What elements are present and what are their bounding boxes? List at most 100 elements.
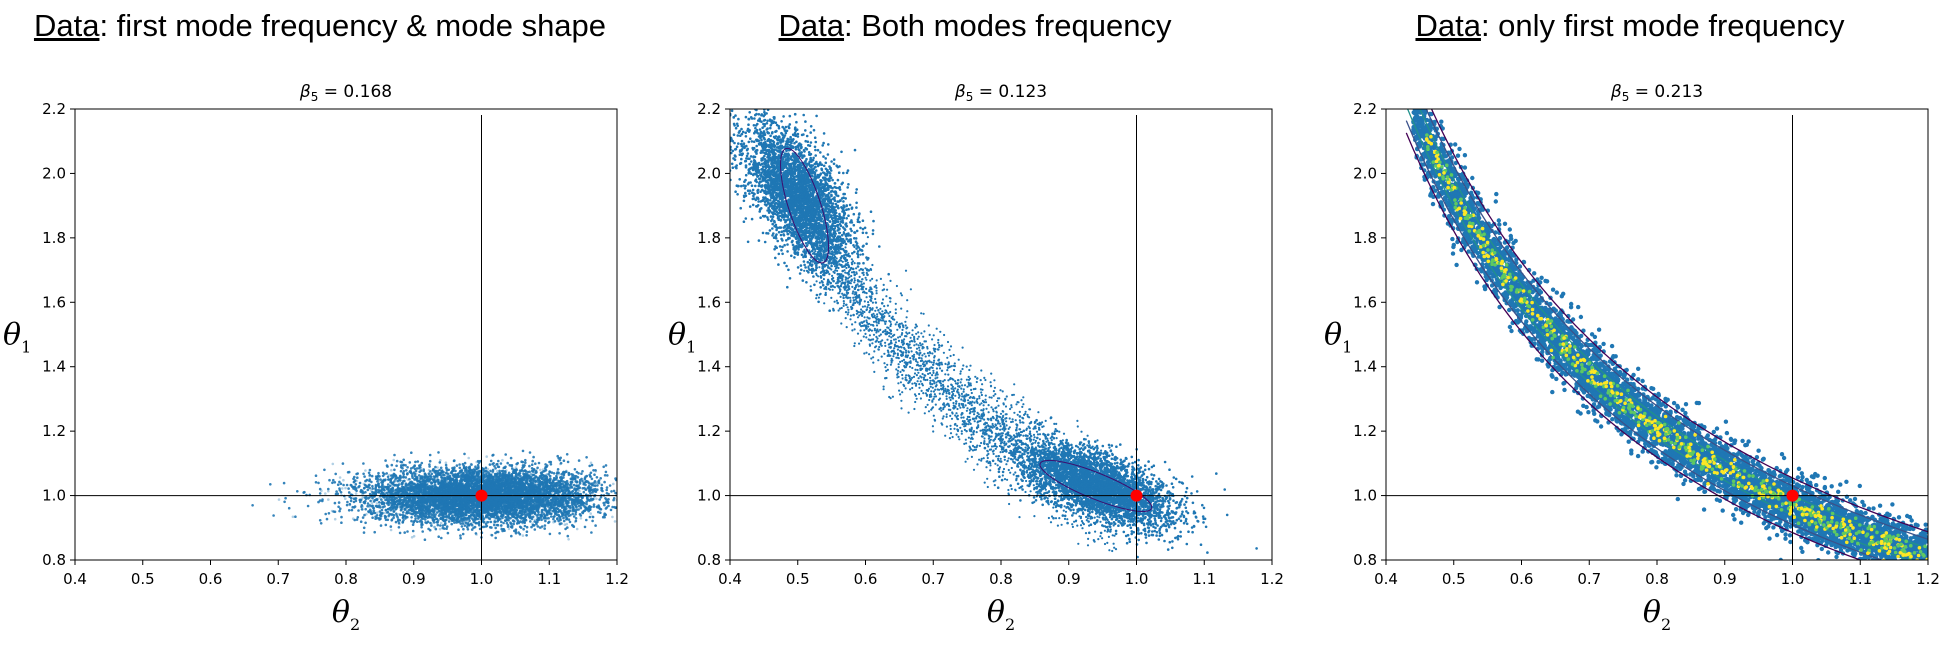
sample-point: [583, 525, 587, 529]
sample-point: [406, 530, 409, 533]
sample-point: [562, 473, 566, 477]
sample-point: [558, 458, 562, 462]
sample-point: [592, 503, 596, 506]
sample-point: [417, 517, 420, 520]
sample-point: [450, 522, 454, 526]
sample-point: [593, 473, 596, 477]
sample-point: [429, 515, 432, 519]
sample-point: [487, 517, 491, 520]
heading-text: : Both modes frequency: [844, 8, 1171, 43]
sample-point: [549, 515, 553, 518]
sample-point: [491, 471, 494, 475]
sample-point: [408, 461, 412, 464]
heading-text: : only first mode frequency: [1481, 8, 1845, 43]
sample-point: [600, 483, 604, 487]
sample-point: [437, 451, 440, 454]
sample-point: [524, 515, 527, 518]
sample-point: [568, 483, 572, 487]
sample-point: [412, 534, 416, 538]
sample-point: [414, 469, 418, 473]
sample-point: [643, 485, 646, 488]
sample-point: [455, 464, 459, 467]
sample-point: [387, 473, 391, 477]
sample-point: [427, 472, 431, 476]
sample-point: [612, 489, 616, 493]
sample-point: [384, 459, 387, 462]
heading-keyword: Data: [779, 8, 844, 43]
sample-point: [427, 468, 431, 472]
sample-point: [426, 516, 429, 520]
sample-point: [441, 518, 445, 522]
sample-point: [378, 501, 381, 504]
sample-point: [489, 469, 492, 473]
sample-point: [573, 468, 577, 471]
sample-point: [367, 471, 371, 475]
sample-point: [605, 486, 609, 489]
sample-point: [507, 527, 511, 531]
sample-point: [381, 505, 385, 509]
sample-point: [406, 515, 409, 519]
sample-point: [382, 501, 386, 505]
sample-point: [347, 509, 351, 512]
panel-heading-2: Data: Both modes frequency: [650, 8, 1300, 44]
sample-point: [544, 463, 547, 466]
sample-point: [287, 506, 291, 510]
sample-point: [605, 488, 608, 492]
sample-point: [387, 478, 390, 481]
sample-point: [529, 520, 532, 523]
sample-point: [588, 504, 591, 508]
sample-point: [352, 480, 356, 484]
sample-point: [411, 523, 415, 526]
sample-point: [547, 516, 550, 520]
sample-point: [585, 456, 588, 459]
sample-point: [454, 469, 457, 473]
sample-point: [510, 534, 513, 538]
sample-point: [367, 497, 370, 500]
sample-point: [662, 468, 665, 471]
sample-point: [362, 462, 365, 465]
sample-point: [604, 470, 608, 474]
sample-point: [578, 478, 582, 482]
sample-point: [600, 488, 603, 492]
sample-point: [626, 510, 629, 513]
sample-point: [558, 515, 561, 518]
sample-point: [355, 479, 358, 483]
sample-point: [371, 516, 374, 519]
sample-point: [366, 504, 369, 508]
sample-point: [512, 522, 515, 526]
sample-point: [364, 499, 367, 503]
sample-point: [491, 468, 495, 472]
sample-point: [432, 525, 436, 529]
sample-point: [459, 536, 462, 540]
sample-point: [595, 476, 599, 479]
sample-point: [495, 469, 499, 473]
sample-point: [421, 530, 425, 533]
sample-point: [516, 461, 519, 465]
sample-point: [494, 526, 498, 530]
sample-point: [302, 491, 306, 494]
sample-point: [607, 504, 610, 508]
sample-point: [360, 504, 364, 507]
sample-point: [541, 498, 545, 501]
sample-point: [338, 480, 341, 484]
sample-point: [504, 516, 507, 519]
sample-point: [375, 497, 379, 501]
sample-point: [327, 512, 331, 515]
sample-point: [366, 502, 370, 505]
sample-point: [334, 472, 338, 476]
sample-point: [414, 517, 417, 520]
sample-point: [639, 513, 642, 516]
sample-point: [364, 479, 367, 483]
sample-point: [606, 474, 609, 477]
sample-point: [565, 453, 569, 456]
sample-point: [584, 483, 587, 487]
sample-point: [440, 513, 443, 516]
sample-point: [321, 499, 324, 503]
sample-point: [476, 463, 480, 467]
sample-point: [630, 501, 633, 504]
sample-point: [340, 521, 343, 524]
sample-point: [466, 525, 469, 529]
sample-point: [486, 467, 490, 471]
sample-point: [428, 459, 432, 463]
